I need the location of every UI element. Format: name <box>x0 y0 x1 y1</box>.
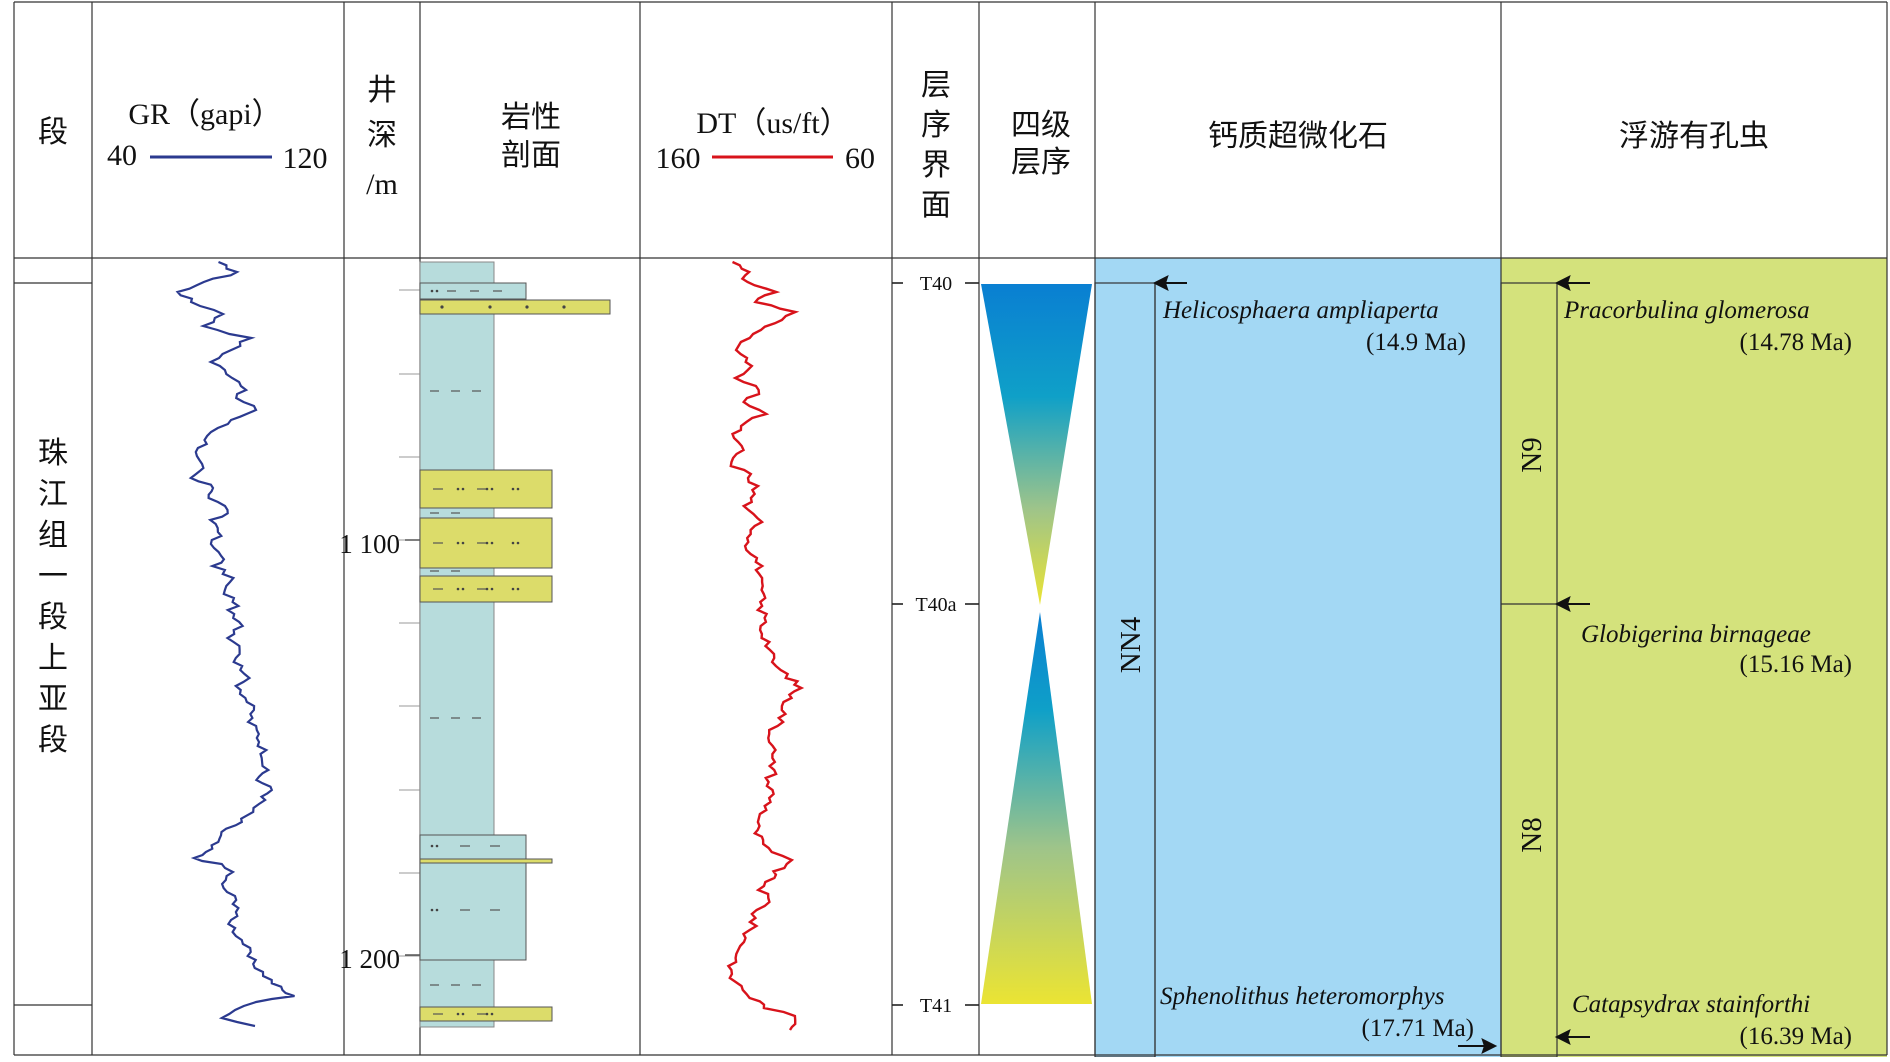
header-gr-max: 120 <box>283 142 328 175</box>
header-depth-3: /m <box>366 168 398 201</box>
foram-top-species: Pracorbulina glomerosa <box>1563 297 1810 324</box>
sequence-triangle-lower <box>981 612 1092 1004</box>
header-lith-2: 剖面 <box>501 138 561 173</box>
formation-char: 珠 <box>38 436 68 471</box>
foram-mid-age: (15.16 Ma) <box>1740 651 1852 678</box>
header-dt-max: 60 <box>845 142 875 175</box>
dt-curve <box>726 260 805 1031</box>
header-dt-title: DT（us/ft） <box>696 107 849 140</box>
header-gr-title: GR（gapi） <box>128 98 281 131</box>
header-lith-1: 岩性 <box>501 100 561 135</box>
formation-char: 上 <box>38 641 68 676</box>
header-segment: 段 <box>38 115 68 150</box>
header-gr-min: 40 <box>107 139 137 172</box>
boundary-t41: T41 <box>920 995 952 1017</box>
header-boundary-4: 面 <box>921 188 951 223</box>
foram-top-age: (14.78 Ma) <box>1740 329 1852 356</box>
nanno-base-age: (17.71 Ma) <box>1362 1015 1474 1042</box>
boundary-ticks <box>892 282 979 1006</box>
datum-arrows <box>1152 275 1590 1054</box>
sequence-triangle-upper <box>981 284 1092 605</box>
foram-mid-species: Globigerina birnageae <box>1581 621 1811 648</box>
sand-bed <box>419 299 611 315</box>
header-depth-1: 井 <box>367 73 397 108</box>
header-foram: 浮游有孔虫 <box>1619 119 1769 154</box>
sand-bed <box>419 858 553 864</box>
header-dt-min: 160 <box>656 142 701 175</box>
formation-char: 亚 <box>38 682 68 717</box>
header-sequence-1: 四级 <box>1011 108 1071 143</box>
formation-label: 珠 江 组 一 段 上 亚 段 <box>38 436 68 758</box>
nanno-base-species: Sphenolithus heteromorphys <box>1160 983 1444 1010</box>
nanno-top-species: Helicosphaera ampliaperta <box>1162 297 1439 324</box>
depth-label-1100: 1 100 <box>339 529 400 559</box>
nanno-zone-label: NN4 <box>1115 616 1147 673</box>
header-boundary-2: 序 <box>921 108 951 143</box>
nanno-top-age: (14.9 Ma) <box>1366 329 1466 356</box>
foram-zone-n9: N9 <box>1516 437 1548 472</box>
lith-dots <box>430 289 566 1016</box>
formation-char: 江 <box>38 477 68 512</box>
formation-char: 一 <box>38 559 68 594</box>
arrow-icon <box>1554 1029 1571 1045</box>
arrow-icon <box>1152 275 1169 291</box>
foram-fill <box>1501 258 1887 1057</box>
header-nanno: 钙质超微化石 <box>1208 119 1388 154</box>
header-boundary-1: 层 <box>921 68 951 103</box>
boundary-t40: T40 <box>920 273 952 295</box>
gr-curve <box>175 260 295 1028</box>
formation-char: 段 <box>38 600 68 635</box>
foram-base-species: Catapsydrax stainforthi <box>1572 991 1810 1018</box>
header-sequence-2: 层序 <box>1011 145 1071 180</box>
nanno-fill <box>1095 258 1501 1057</box>
depth-ticks <box>399 289 420 957</box>
formation-char: 段 <box>38 723 68 758</box>
foram-zone-n8: N8 <box>1516 817 1548 852</box>
depth-label-1200: 1 200 <box>339 944 400 974</box>
lithology-column <box>419 261 611 1028</box>
arrow-icon <box>1554 275 1571 291</box>
foram-base-age: (16.39 Ma) <box>1740 1023 1852 1050</box>
header-depth-2: 深 <box>367 118 397 153</box>
arrow-icon <box>1481 1038 1498 1054</box>
lith-pattern <box>430 290 502 1015</box>
arrow-icon <box>1554 596 1571 612</box>
formation-char: 组 <box>38 518 68 553</box>
header-boundary-3: 界 <box>921 148 951 183</box>
boundary-t40a: T40a <box>915 594 956 616</box>
shale-lower-bulge <box>419 834 527 961</box>
